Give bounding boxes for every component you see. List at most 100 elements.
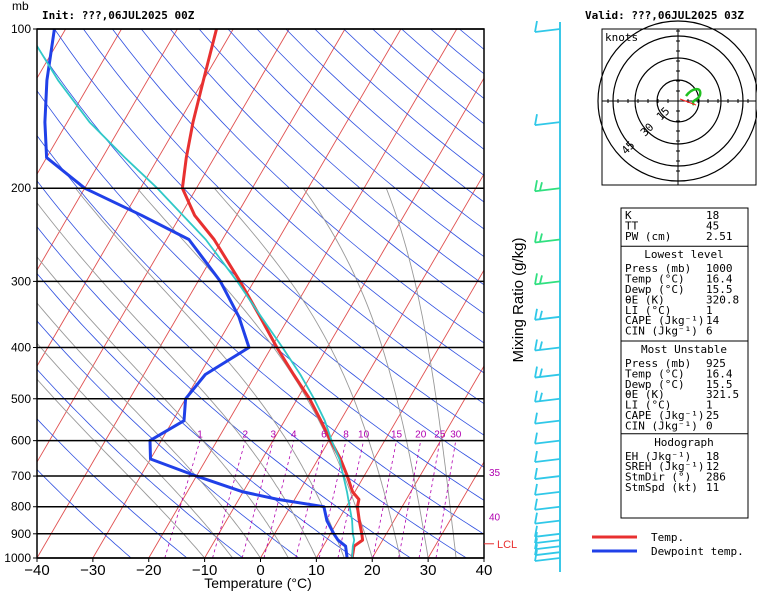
lowest-3-label: θE (K) bbox=[625, 293, 665, 306]
mixing-ratio-label-4: 4 bbox=[291, 430, 297, 441]
unstable-0-value: 925 bbox=[706, 357, 726, 370]
wind-barb-shaft bbox=[534, 373, 561, 379]
mixing-ratio-line bbox=[398, 440, 422, 558]
mixing-ratio-label-8: 15 bbox=[391, 430, 403, 441]
wind-barb-flag bbox=[539, 275, 543, 284]
wind-barb-flag bbox=[534, 273, 538, 285]
dry-adiabat-line bbox=[37, 180, 467, 558]
moist-adiabat-line bbox=[37, 342, 233, 558]
wind-barb-flag bbox=[534, 544, 538, 556]
hodo-3-label: StmSpd (kt) bbox=[625, 481, 698, 494]
axes: 1 2 3 4 6 8 10 15 20 25 30100200300400500600700800… bbox=[4, 22, 517, 579]
y-tick-label: 400 bbox=[11, 340, 31, 354]
mixing-ratio-line bbox=[418, 440, 441, 558]
mixing-ratio-line bbox=[435, 440, 457, 558]
wind-barb-shaft bbox=[534, 551, 561, 557]
wind-barb-shaft bbox=[534, 238, 561, 244]
unstable-6-label: CIN (Jkg⁻¹) bbox=[625, 419, 698, 432]
wind-barb-flag bbox=[534, 231, 538, 243]
lowest-0-label: Press (mb) bbox=[625, 262, 691, 275]
dry-adiabat-line bbox=[37, 272, 355, 558]
dry-adiabat-line bbox=[54, 29, 484, 436]
wind-barb-flag bbox=[539, 233, 543, 242]
index-top-0-value: 18 bbox=[706, 209, 719, 222]
hodo-1-value: 12 bbox=[706, 460, 719, 473]
unstable-4-value: 1 bbox=[706, 399, 713, 412]
wind-barb-shaft bbox=[534, 315, 561, 321]
wind-barb bbox=[534, 467, 561, 480]
wind-barb bbox=[534, 432, 561, 445]
isotherm-line bbox=[37, 29, 290, 463]
lowest-2-value: 15.5 bbox=[706, 283, 733, 296]
wind-barb-flag bbox=[534, 20, 538, 33]
dry-adiabat-line bbox=[83, 29, 484, 405]
wind-barb-flag bbox=[534, 308, 538, 320]
unstable-3-value: 321.5 bbox=[706, 388, 739, 401]
unstable-3-label: θE (K) bbox=[625, 388, 665, 401]
mixing-ratio-right-label: 35 bbox=[489, 468, 501, 479]
wind-barb-flag bbox=[539, 341, 543, 350]
wind-barb bbox=[534, 483, 561, 496]
dry-adiabat-line bbox=[140, 29, 484, 344]
wind-barb-shaft bbox=[534, 491, 561, 496]
isotherm-line bbox=[37, 29, 122, 176]
lowest-0-value: 1000 bbox=[706, 262, 733, 275]
mixing-ratio-label-7: 10 bbox=[358, 430, 370, 441]
mixing-ratio-right-label: 40 bbox=[489, 513, 501, 524]
mixing-ratio-label-10: 25 bbox=[434, 430, 446, 441]
x-tick-label: −20 bbox=[136, 562, 161, 579]
lcl-label: LCL bbox=[497, 539, 517, 551]
wind-barb-flag bbox=[534, 512, 538, 524]
wind-barb-shaft bbox=[534, 187, 561, 193]
dry-adiabat-line bbox=[169, 29, 484, 315]
wind-barb bbox=[534, 450, 561, 463]
dry-adiabat-line bbox=[112, 29, 484, 374]
wind-barb-flag bbox=[534, 366, 538, 378]
lowest-2-label: Dewp (°C) bbox=[625, 283, 685, 296]
x-tick-label: 20 bbox=[364, 562, 381, 579]
mixing-ratio-line bbox=[212, 440, 246, 558]
wind-barb bbox=[534, 512, 561, 525]
wind-barb-shaft bbox=[534, 458, 561, 463]
lowest-4-value: 1 bbox=[706, 304, 713, 317]
y-tick-label: 300 bbox=[11, 274, 31, 288]
wind-barb-flag bbox=[534, 531, 538, 544]
wind-barb-flag bbox=[539, 310, 543, 320]
dry-adiabat-line bbox=[37, 418, 188, 558]
legend: Temp. Dewpoint temp. bbox=[592, 531, 744, 558]
unstable-5-value: 25 bbox=[706, 409, 719, 422]
unstable-1-value: 16.4 bbox=[706, 367, 733, 380]
index-top-1-label: TT bbox=[625, 219, 639, 232]
dry-adiabat-line bbox=[227, 29, 484, 258]
wind-barb-flag bbox=[539, 392, 543, 401]
dry-adiabat-line bbox=[37, 45, 484, 468]
wind-barb-shaft bbox=[534, 346, 561, 352]
isotherm-line bbox=[204, 77, 484, 558]
hodograph-trace bbox=[685, 87, 702, 106]
wind-barb-shaft bbox=[534, 280, 561, 286]
mixing-ratio-label-3: 3 bbox=[270, 430, 276, 441]
valid-time: Valid: ???,06JUL2025 03Z bbox=[585, 9, 744, 22]
hodograph-units: knots bbox=[605, 31, 638, 44]
hodo-0-value: 18 bbox=[706, 450, 719, 463]
wind-barb bbox=[534, 308, 561, 321]
dry-adiabat-line bbox=[198, 29, 484, 286]
hodo-2-label: StmDir (°) bbox=[625, 471, 691, 484]
wind-barb-flag bbox=[534, 538, 538, 550]
y-tick-label: 900 bbox=[11, 527, 31, 541]
wind-barb-shaft bbox=[534, 505, 561, 511]
unstable-4-label: LI (°C) bbox=[625, 399, 671, 412]
x-tick-label: 30 bbox=[420, 562, 437, 579]
storm-motion-vector bbox=[679, 98, 697, 106]
dry-adiabat-line bbox=[37, 226, 411, 558]
hodo-0-label: EH (Jkg⁻¹) bbox=[625, 450, 691, 463]
legend-label-dewpoint: Dewpoint temp. bbox=[651, 545, 744, 558]
mixing-ratio-line bbox=[295, 440, 325, 558]
x-tick-label: −10 bbox=[192, 562, 217, 579]
y-tick-label: 1000 bbox=[4, 551, 31, 565]
mixing-ratio-label-11: 30 bbox=[450, 430, 462, 441]
wind-barb-shaft bbox=[534, 121, 561, 127]
wind-barb-flag bbox=[534, 339, 538, 351]
